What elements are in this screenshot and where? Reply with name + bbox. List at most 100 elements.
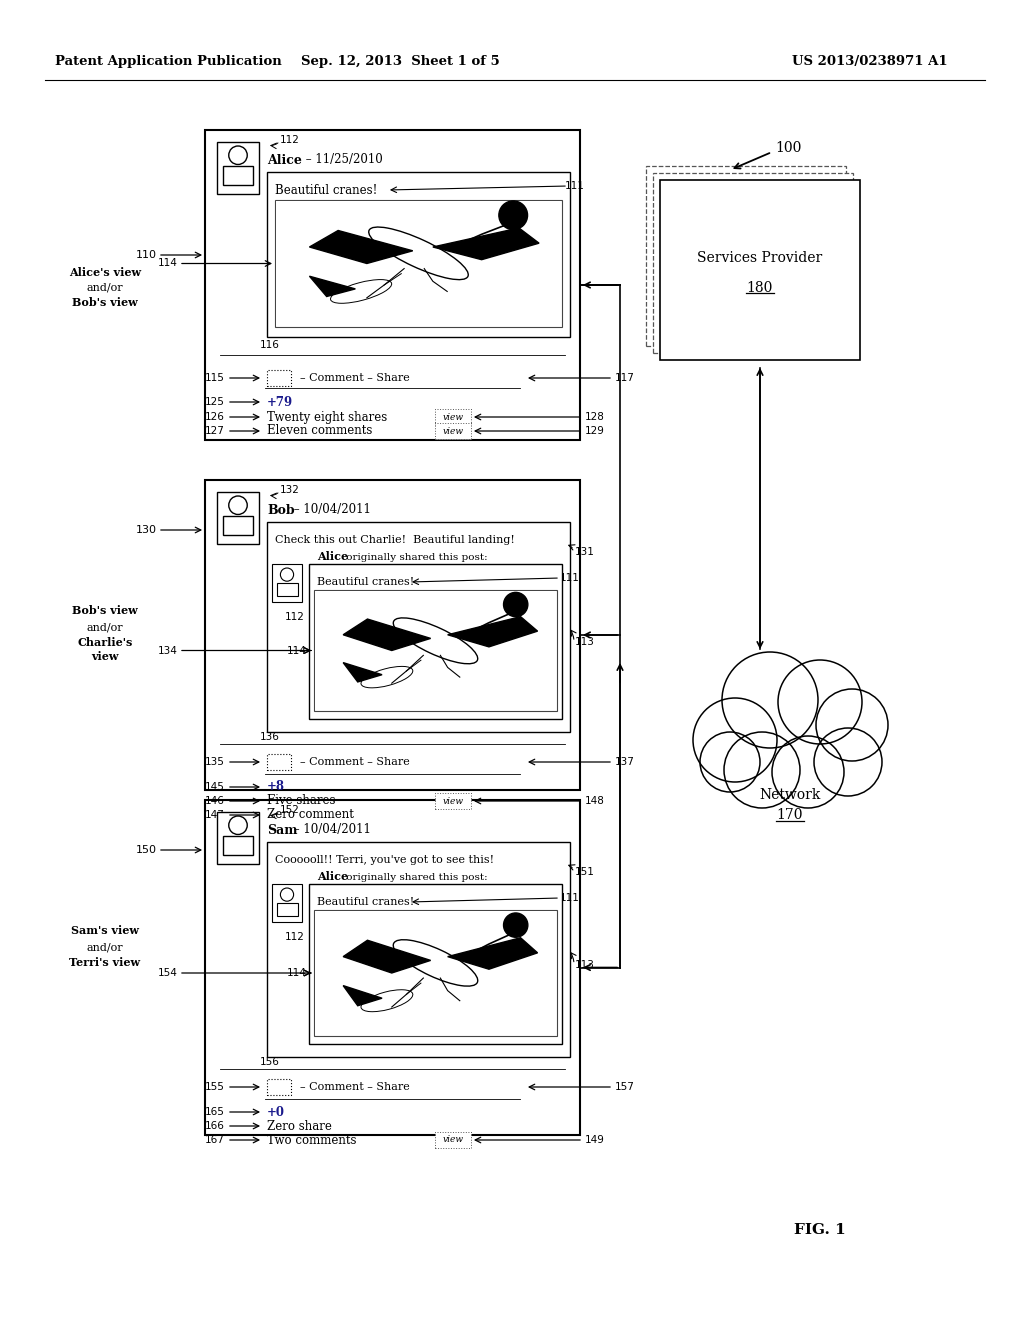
Bar (223, 516, 253, 535)
Bar (646, 166, 846, 346)
Polygon shape (343, 986, 382, 1006)
Text: view: view (91, 652, 119, 663)
Text: 126: 126 (205, 412, 225, 422)
Bar (205, 129, 580, 440)
Bar (435, 422, 471, 440)
Polygon shape (343, 619, 431, 651)
Circle shape (778, 660, 862, 744)
Bar (223, 837, 253, 854)
Text: 145: 145 (205, 781, 225, 792)
Text: and/or: and/or (87, 942, 123, 952)
Text: 156: 156 (260, 1057, 280, 1067)
Ellipse shape (393, 618, 478, 664)
Bar (314, 590, 557, 711)
Circle shape (228, 816, 247, 834)
Circle shape (816, 689, 888, 762)
Bar (435, 793, 471, 809)
Text: 116: 116 (260, 341, 280, 350)
Text: 180: 180 (746, 281, 773, 294)
Bar (309, 884, 562, 1044)
Circle shape (504, 593, 527, 616)
Text: 112: 112 (285, 932, 305, 942)
Text: Coooooll!! Terri, you've got to see this!: Coooooll!! Terri, you've got to see this… (275, 855, 495, 865)
Text: 111: 111 (560, 573, 580, 583)
Text: view: view (442, 426, 464, 436)
Text: 129: 129 (585, 426, 605, 436)
Text: Sep. 12, 2013  Sheet 1 of 5: Sep. 12, 2013 Sheet 1 of 5 (301, 55, 500, 69)
Text: Beautiful cranes!: Beautiful cranes! (317, 577, 415, 587)
Text: Check this out Charlie!  Beautiful landing!: Check this out Charlie! Beautiful landin… (275, 535, 515, 545)
Ellipse shape (331, 280, 392, 304)
Bar (267, 754, 291, 770)
Text: – Comment – Share: – Comment – Share (300, 1082, 410, 1092)
Polygon shape (309, 231, 413, 264)
Text: Alice: Alice (267, 153, 302, 166)
Text: 112: 112 (285, 612, 305, 622)
Text: Alice: Alice (317, 552, 348, 562)
Bar (217, 143, 259, 194)
Text: 111: 111 (560, 894, 580, 903)
Text: 134: 134 (158, 645, 178, 656)
Text: view: view (442, 412, 464, 421)
Text: 117: 117 (615, 374, 635, 383)
Text: 136: 136 (260, 733, 280, 742)
Text: +1: +1 (271, 1082, 287, 1092)
Text: Twenty eight shares: Twenty eight shares (267, 411, 387, 424)
Ellipse shape (361, 990, 413, 1011)
Ellipse shape (361, 667, 413, 688)
Text: 166: 166 (205, 1121, 225, 1131)
Text: 115: 115 (205, 374, 225, 383)
Text: Bob's view: Bob's view (72, 605, 138, 615)
Text: originally shared this post:: originally shared this post: (343, 553, 487, 561)
Text: 114: 114 (287, 968, 307, 978)
Bar (217, 812, 259, 865)
Text: 113: 113 (575, 960, 595, 969)
Bar (314, 909, 557, 1036)
Text: – Comment – Share: – Comment – Share (300, 374, 410, 383)
Text: 165: 165 (205, 1107, 225, 1117)
Bar (309, 564, 562, 719)
Text: 110: 110 (136, 249, 157, 260)
Circle shape (722, 652, 818, 748)
Text: 114: 114 (287, 645, 307, 656)
Text: Two comments: Two comments (267, 1134, 356, 1147)
Bar (275, 201, 562, 327)
Circle shape (504, 913, 527, 937)
Bar (267, 1078, 291, 1096)
Bar (653, 173, 853, 352)
Text: 113: 113 (575, 638, 595, 647)
Text: 151: 151 (575, 867, 595, 876)
Text: 100: 100 (775, 141, 802, 154)
Polygon shape (343, 663, 382, 682)
Bar (435, 409, 471, 425)
Polygon shape (447, 937, 538, 969)
Circle shape (228, 147, 247, 165)
Text: Bob: Bob (267, 503, 295, 516)
Bar (267, 521, 570, 733)
Circle shape (724, 733, 800, 808)
Text: originally shared this post:: originally shared this post: (343, 873, 487, 882)
Text: and/or: and/or (87, 622, 123, 632)
Bar (276, 582, 298, 595)
Text: view: view (442, 1135, 464, 1144)
Bar (315, 911, 556, 1035)
Text: Charlie's: Charlie's (78, 636, 133, 648)
Text: 125: 125 (205, 397, 225, 407)
Bar (315, 591, 556, 710)
Text: Network: Network (760, 788, 820, 803)
Bar (276, 903, 298, 916)
Text: 154: 154 (158, 968, 178, 978)
Text: view: view (442, 796, 464, 805)
Text: 157: 157 (615, 1082, 635, 1092)
Circle shape (700, 733, 760, 792)
Text: 147: 147 (205, 810, 225, 820)
Bar (223, 166, 253, 185)
Text: 155: 155 (205, 1082, 225, 1092)
Bar (660, 180, 860, 360)
Text: Sam's view: Sam's view (71, 924, 139, 936)
Circle shape (281, 888, 294, 902)
Bar (205, 480, 580, 789)
Text: 112: 112 (280, 135, 300, 145)
Text: Zero comment: Zero comment (267, 808, 354, 821)
Ellipse shape (393, 940, 478, 986)
